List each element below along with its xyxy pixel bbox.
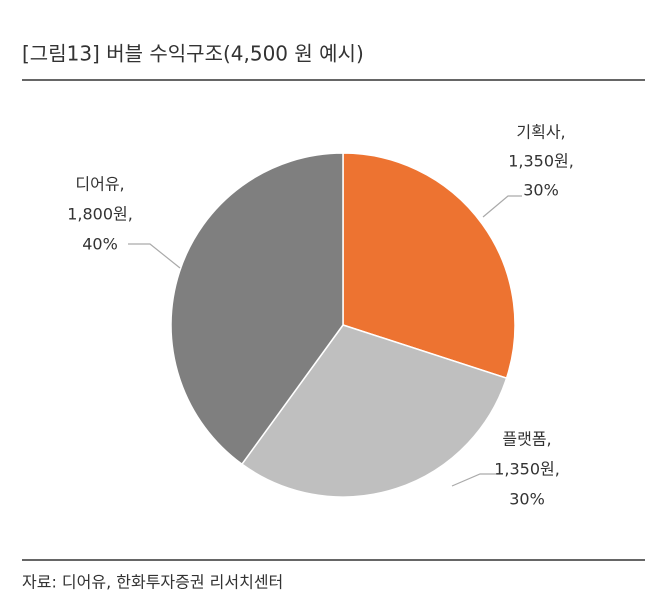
leader-line [482, 195, 522, 218]
slice-amount: 1,350원, [494, 460, 560, 479]
leader-line [128, 243, 181, 269]
slice-label: 플랫폼, [502, 430, 551, 449]
slice-label: 디어유, [75, 175, 124, 194]
pie-slice [342, 152, 516, 380]
source-note: 자료: 디어유, 한화투자증권 리서치센터 [22, 573, 283, 592]
slice-amount: 1,800원, [67, 205, 133, 224]
pie-slice [240, 324, 508, 498]
leader-line [451, 473, 500, 487]
slice-label: 기획사, [516, 123, 565, 142]
chart-title: [그림13] 버블 수익구조(4,500 원 예시) [22, 42, 364, 66]
pie-slice [170, 152, 344, 466]
slice-amount: 1,350원, [508, 152, 574, 171]
slice-percent: 40% [82, 235, 118, 254]
slice-percent: 30% [509, 490, 545, 509]
slice-percent: 30% [523, 181, 559, 200]
